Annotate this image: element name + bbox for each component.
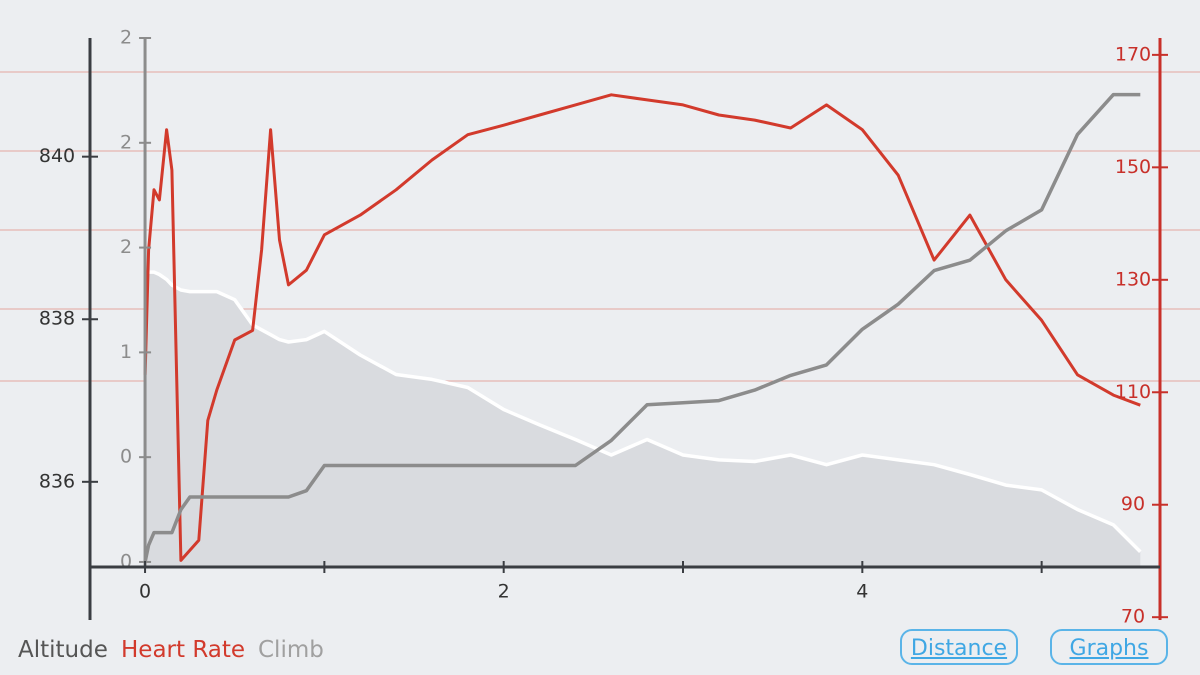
y2-tick-label: 130 bbox=[1115, 268, 1151, 290]
y2-tick-label: 170 bbox=[1115, 43, 1151, 65]
y2-tick-label: 90 bbox=[1121, 493, 1145, 515]
climb-tick-label: 0 bbox=[120, 550, 132, 572]
climb-tick-label: 2 bbox=[120, 131, 132, 153]
x-tick-label: 4 bbox=[856, 581, 868, 603]
y-tick-label: 838 bbox=[39, 308, 75, 330]
series-line bbox=[144, 268, 1142, 553]
graphs-button[interactable]: Graphs bbox=[1050, 629, 1168, 665]
y2-tick-label: 110 bbox=[1115, 381, 1151, 403]
legend-item: Altitude bbox=[18, 637, 108, 663]
y-tick-label: 840 bbox=[39, 145, 75, 167]
y-tick-label: 836 bbox=[39, 470, 75, 492]
y2-tick-label: 150 bbox=[1115, 156, 1151, 178]
series-line bbox=[143, 92, 1141, 563]
y2-tick-label: 70 bbox=[1121, 606, 1145, 628]
series-line bbox=[143, 93, 1141, 562]
distance-button[interactable]: Distance bbox=[900, 629, 1018, 665]
legend-item: Heart Rate bbox=[121, 637, 246, 663]
x-tick-label: 0 bbox=[139, 581, 151, 603]
altitude-area bbox=[145, 269, 1141, 567]
climb-tick-label: 2 bbox=[120, 236, 132, 258]
x-tick-label: 2 bbox=[498, 581, 510, 603]
climb-tick-label: 1 bbox=[120, 341, 132, 363]
climb-tick-label: 0 bbox=[120, 446, 132, 468]
climb-tick-label: 2 bbox=[120, 27, 132, 49]
legend-item: Climb bbox=[258, 637, 324, 663]
